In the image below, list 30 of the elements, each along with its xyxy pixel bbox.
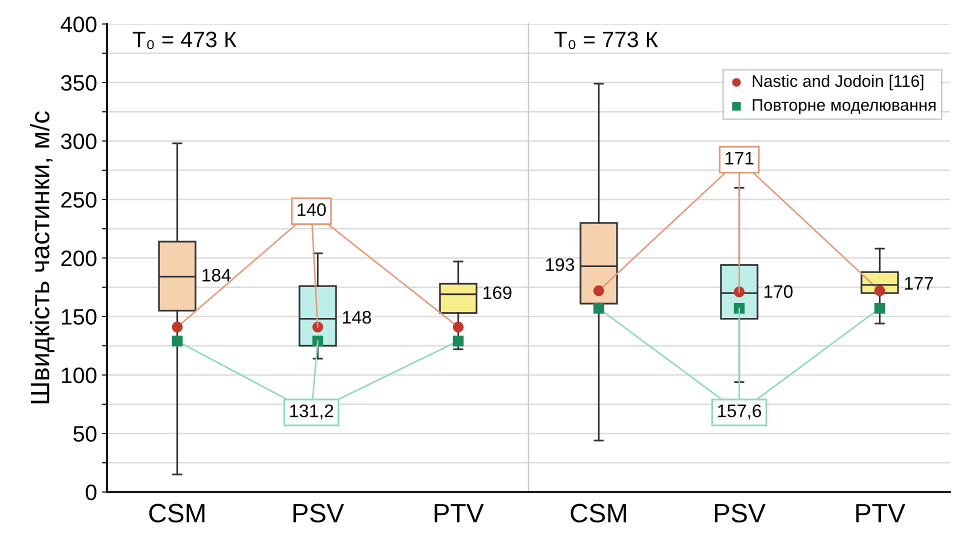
y-tick-label: 50 <box>73 426 96 442</box>
chart-title: T₀ = 473 К <box>132 32 236 50</box>
y-tick-label: 100 <box>62 368 96 384</box>
legend-label: Nastic and Jodoin [116] <box>752 74 924 90</box>
y-tick-label: 250 <box>61 192 96 208</box>
y-axis-title: Швидкість частинки, м/с <box>30 111 54 404</box>
y-tick-label: 150 <box>62 309 96 325</box>
x-tick-label: PTV <box>434 504 484 522</box>
annotation: 171 <box>726 152 754 164</box>
legend-label: Повторне моделювання <box>752 99 936 114</box>
chart-title: T₀ = 773 К <box>554 32 658 50</box>
y-tick-label: 300 <box>61 134 96 150</box>
y-tick-label: 350 <box>61 75 96 91</box>
x-tick-label: PSV <box>715 504 766 522</box>
annotation: 184 <box>202 268 231 282</box>
y-tick-label: 200 <box>61 250 96 266</box>
x-tick-label: PSV <box>294 504 344 522</box>
annotation: 177 <box>905 277 933 290</box>
x-tick-label: CSM <box>149 504 204 522</box>
y-tick-label: 400 <box>60 16 96 32</box>
annotation: 170 <box>764 285 793 298</box>
y-tick-label: 0 <box>86 484 96 500</box>
annotation: 131,2 <box>290 404 334 420</box>
annotation: 140 <box>298 203 326 216</box>
annotation: 193 <box>546 258 574 272</box>
annotation: 157,6 <box>718 404 762 420</box>
x-tick-label: CSM <box>570 504 626 522</box>
annotation: 169 <box>484 286 512 300</box>
annotation: 148 <box>343 310 371 324</box>
x-tick-label: PTV <box>856 504 906 522</box>
